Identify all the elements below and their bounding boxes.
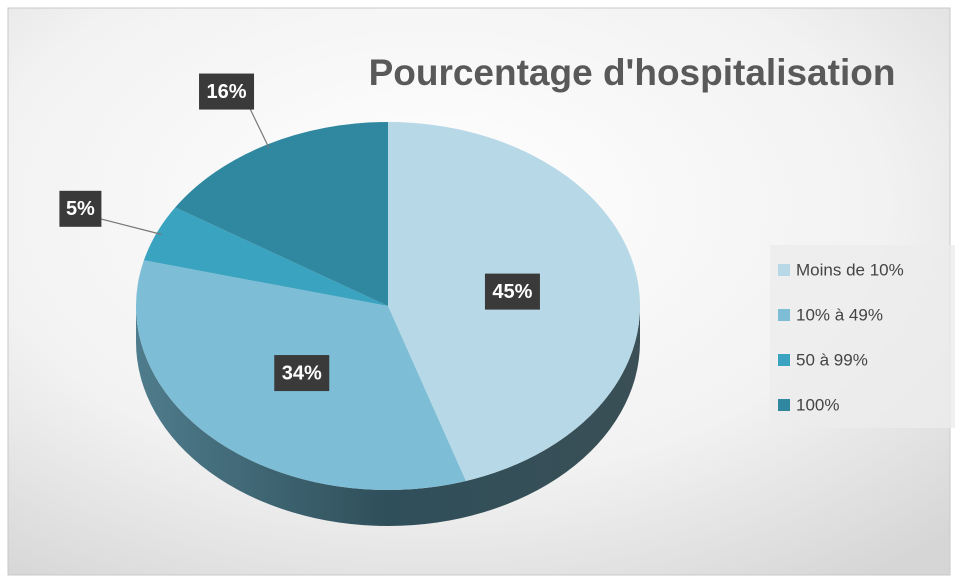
pie-slice — [143, 207, 388, 306]
data-label: 5% — [66, 198, 95, 220]
legend-background — [770, 245, 955, 428]
legend-swatch — [778, 399, 790, 411]
legend: Moins de 10% 10% à 49% 50 à 99% 100% — [778, 260, 904, 414]
legend-label: Moins de 10% — [796, 260, 904, 279]
legend-swatch — [778, 309, 790, 321]
legend-swatch — [778, 354, 790, 366]
data-label: 16% — [207, 81, 247, 103]
chart-title: Pourcentage d'hospitalisation — [369, 52, 896, 93]
legend-swatch — [778, 264, 790, 276]
pie-side — [136, 306, 640, 526]
data-label-box — [199, 73, 255, 110]
data-label: 34% — [282, 362, 322, 384]
pie-slice — [175, 122, 388, 306]
data-label-box — [59, 190, 102, 227]
data-label-box — [274, 355, 330, 392]
pie: 45% 34% 5% 16% — [59, 73, 640, 526]
data-label: 45% — [492, 281, 532, 303]
data-label-box — [484, 273, 540, 310]
legend-label: 50 à 99% — [796, 350, 868, 369]
legend-label: 100% — [796, 395, 839, 414]
legend-label: 10% à 49% — [796, 305, 883, 324]
